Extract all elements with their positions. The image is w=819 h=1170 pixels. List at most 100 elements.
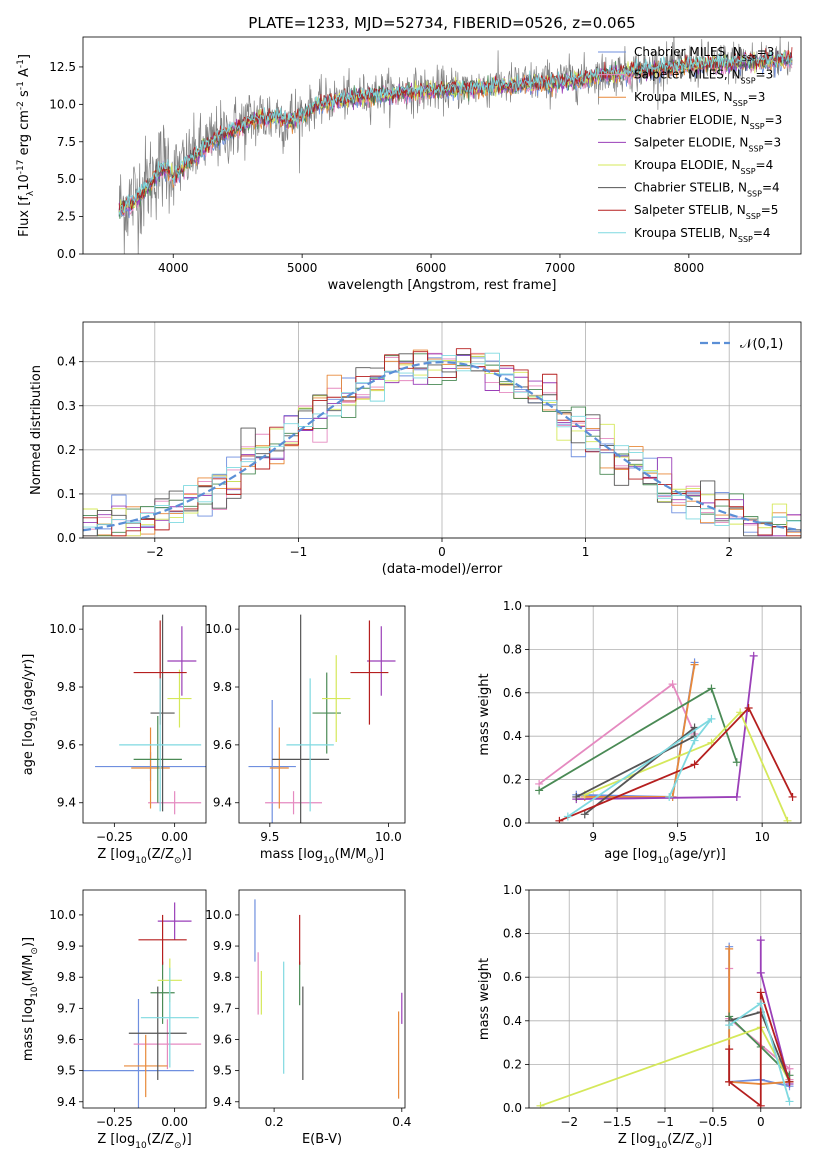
weight-point-marker (563, 812, 572, 821)
y-axis-label: Flux [fλ10-17 erg cm-2 s-1 A-1] (16, 54, 36, 237)
x-tick-label: 10.0 (375, 830, 402, 844)
grid (529, 605, 801, 824)
y-tick-label: 0.4 (57, 355, 76, 369)
y-tick-label: 0.0 (57, 247, 76, 261)
y-tick-label: 9.6 (213, 738, 232, 752)
x-axis-label: wavelength [Angstrom, rest frame] (328, 278, 557, 293)
weight-point-marker (756, 988, 765, 997)
legend-label: Chabrier MILES, NSSP=3 (634, 45, 774, 63)
y-tick-label: 0.2 (57, 443, 76, 457)
y-tick-label: 0.2 (503, 1057, 522, 1071)
legend-label: Salpeter MILES, NSSP=3 (634, 68, 773, 86)
axes-weight_vs_Z: −2 −1.5 −1 −0.5 0 0.0 0.2 0.4 0.6 0.8 1.0 Z [log10(… (477, 883, 802, 1151)
axes-frame (82, 321, 802, 539)
x-tick-label: −1.5 (603, 1115, 632, 1129)
weight-point-marker (535, 786, 544, 795)
legend-label: Chabrier ELODIE, NSSP=3 (634, 113, 782, 131)
weight-point-marker (732, 758, 741, 767)
weight-point-marker (690, 660, 699, 669)
y-tick-label: 9.4 (213, 796, 232, 810)
axes-weight_vs_age: 9 9.5 10 0.0 0.2 0.4 0.6 0.8 1.0 age [log10(age/y… (477, 599, 802, 866)
y-tick-label: 0.2 (503, 773, 522, 787)
y-tick-label: 9.8 (57, 970, 76, 984)
figure-title: PLATE=1233, MJD=52734, FIBERID=0526, z=0… (248, 14, 635, 32)
axes-frame (238, 889, 406, 1109)
legend-label: Salpeter ELODIE, NSSP=3 (634, 135, 781, 153)
weight-series-line (559, 707, 794, 822)
y-tick-label: 9.8 (213, 970, 232, 984)
y-tick-label: 0.0 (503, 816, 522, 830)
weight-point-marker (756, 936, 765, 945)
weight-point-marker (572, 792, 581, 801)
x-tick-label: 8000 (674, 261, 705, 275)
axes-age_vs_Z: −0.25 0.00 9.4 9.6 9.8 10.0 Z [log10(Z/Z⊙)] age… (21, 605, 207, 866)
y-tick-label: 0.0 (503, 1101, 522, 1115)
y-axis-label: mass [log10(M/M⊙)] (21, 937, 40, 1061)
weight-point-marker (756, 999, 765, 1008)
weight-point-marker (690, 736, 699, 745)
y-tick-label: 10.0 (49, 622, 76, 636)
axes-frame (82, 605, 207, 824)
weight-point-marker (668, 680, 677, 689)
x-axis-label: Z [log10(Z/Z⊙)] (97, 1132, 191, 1151)
weight-point-marker (785, 1097, 794, 1106)
weight-point-marker (536, 1101, 545, 1108)
weight-point-marker (788, 792, 797, 801)
plot-area (83, 348, 801, 537)
x-tick-label: 9 (589, 830, 597, 844)
axes-frame (238, 605, 406, 824)
weight-series-line (759, 940, 791, 1085)
axes-mass_vs_Z: −0.25 0.00 9.4 9.5 9.6 9.7 9.8 9.9 10.0 Z [log10(… (21, 889, 207, 1151)
weight-point-marker (744, 703, 753, 712)
x-tick-label: 9.5 (260, 830, 279, 844)
weight-point-marker (690, 760, 699, 769)
x-tick-label: 0 (757, 1115, 765, 1129)
x-tick-label: 5000 (287, 261, 318, 275)
x-tick-label: 7000 (545, 261, 576, 275)
y-tick-label: 9.4 (57, 1095, 76, 1109)
y-tick-label: 0.4 (503, 1014, 522, 1028)
y-tick-label: 9.4 (57, 796, 76, 810)
axes-frame (528, 605, 802, 824)
weight-point-marker (725, 1077, 734, 1086)
x-tick-label: 9.5 (668, 830, 687, 844)
x-axis-label: Z [log10(Z/Z⊙)] (618, 1132, 712, 1151)
gaussian-curve (83, 361, 801, 532)
y-tick-label: 0.4 (503, 729, 522, 743)
y-axis-label: mass weight (477, 673, 492, 755)
x-tick-label: 0.00 (161, 1115, 188, 1129)
axes-age_vs_mass: 9.5 10.0 9.4 9.6 9.8 10.0 mass [log10(M/M⊙)] (205, 605, 406, 866)
weight-series-line (567, 717, 713, 818)
y-tick-label: 0.6 (503, 686, 522, 700)
weight-point-marker (749, 651, 758, 660)
x-tick-label: 2 (725, 545, 733, 559)
legend-label: 𝒩(0,1) (740, 337, 783, 352)
weight-point-marker (707, 714, 716, 723)
x-tick-label: −0.25 (96, 1115, 133, 1129)
x-tick-label: −2 (560, 1115, 578, 1129)
y-axis-label: age [log10(age/yr)] (21, 654, 40, 776)
plot-area (83, 902, 202, 1108)
weight-point-marker (580, 810, 589, 819)
weight-series-line (584, 711, 789, 822)
y-tick-label: 9.7 (213, 1001, 232, 1015)
weight-point-marker (783, 816, 792, 823)
y-tick-label: 0.8 (503, 927, 522, 941)
y-tick-label: 9.9 (57, 939, 76, 953)
axes-spectrum: 4000 5000 6000 7000 8000 0.0 2.5 5.0 7.5 10.0 12.5… (16, 36, 802, 293)
weight-point-marker (555, 816, 564, 823)
y-tick-label: 0.3 (57, 399, 76, 413)
x-axis-label: mass [log10(M/M⊙)] (260, 847, 384, 866)
legend-label: Chabrier STELIB, NSSP=4 (634, 181, 780, 199)
plot-area (254, 899, 403, 1099)
y-tick-label: 0.0 (57, 531, 76, 545)
y-tick-label: 2.5 (57, 210, 76, 224)
x-tick-label: 6000 (416, 261, 447, 275)
y-tick-label: 10.0 (49, 97, 76, 111)
plot-area (535, 651, 797, 823)
weight-series-line (538, 687, 738, 792)
weight-point-marker (756, 1101, 765, 1108)
weight-point-marker (785, 1077, 794, 1086)
x-tick-label: −0.25 (96, 830, 133, 844)
